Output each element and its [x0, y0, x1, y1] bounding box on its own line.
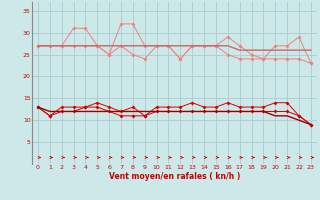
X-axis label: Vent moyen/en rafales ( kn/h ): Vent moyen/en rafales ( kn/h ) — [109, 172, 240, 181]
